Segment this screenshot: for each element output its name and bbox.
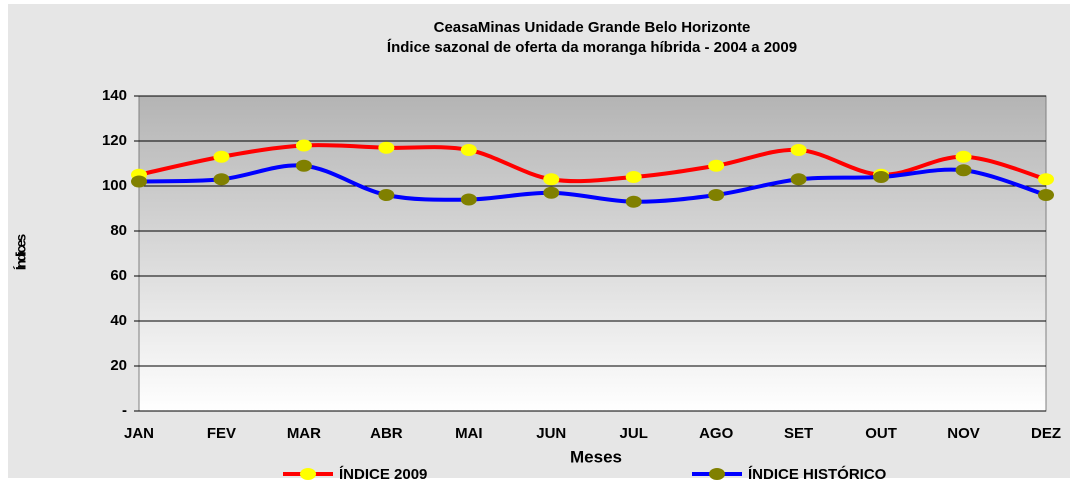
chart-title: CeasaMinas Unidade Grande Belo Horizonte: [434, 19, 751, 36]
data-point: [213, 173, 230, 186]
data-point: [378, 141, 395, 154]
data-point: [1038, 173, 1054, 186]
x-tick-label: FEV: [207, 425, 236, 442]
data-point: [1038, 189, 1054, 201]
chart-subtitle: Índice sazonal de oferta da moranga híbr…: [387, 39, 797, 56]
data-point: [790, 173, 807, 186]
data-point: [625, 195, 642, 208]
x-tick-label: OUT: [865, 425, 897, 442]
x-tick-label: JUN: [536, 425, 566, 442]
x-axis-label: Meses: [570, 447, 622, 466]
data-point: [213, 150, 230, 163]
data-point: [955, 150, 972, 163]
plot-area: [138, 95, 1047, 412]
data-point: [543, 186, 560, 199]
data-point: [708, 189, 725, 201]
y-tick-label: 100: [102, 177, 127, 194]
data-point: [543, 173, 560, 186]
data-point: [460, 144, 477, 156]
y-tick-label: 140: [102, 87, 127, 104]
data-point: [873, 171, 890, 183]
series-line: [138, 163, 1047, 204]
x-tick-label: NOV: [947, 425, 980, 442]
data-point: [378, 189, 395, 201]
legend-label: ÍNDICE 2009: [339, 466, 427, 482]
data-point: [131, 175, 147, 188]
y-tick-label: 80: [110, 222, 127, 239]
data-point: [295, 139, 312, 152]
data-point: [460, 193, 477, 206]
legend-marker: [709, 468, 725, 480]
x-tick-label: DEZ: [1031, 425, 1061, 442]
x-tick-label: SET: [784, 425, 813, 442]
y-axis-label: Índices: [13, 234, 29, 270]
data-point: [295, 159, 312, 172]
data-point: [625, 171, 642, 183]
y-tick-label: 60: [110, 267, 127, 284]
x-tick-label: MAI: [455, 425, 483, 442]
x-tick-label: JUL: [620, 425, 648, 442]
x-tick-label: AGO: [699, 425, 734, 442]
legend-marker: [300, 468, 316, 480]
y-tick-label: -: [122, 402, 127, 419]
data-point: [955, 164, 972, 177]
data-point: [708, 159, 725, 172]
x-tick-label: JAN: [124, 425, 154, 442]
x-tick-label: MAR: [287, 425, 321, 442]
y-tick-label: 20: [110, 357, 127, 374]
legend-label: ÍNDICE HISTÓRICO: [748, 465, 887, 482]
x-tick-label: ABR: [370, 425, 403, 442]
y-tick-label: 120: [102, 132, 127, 149]
data-point: [790, 144, 807, 156]
y-tick-label: 40: [110, 312, 127, 329]
